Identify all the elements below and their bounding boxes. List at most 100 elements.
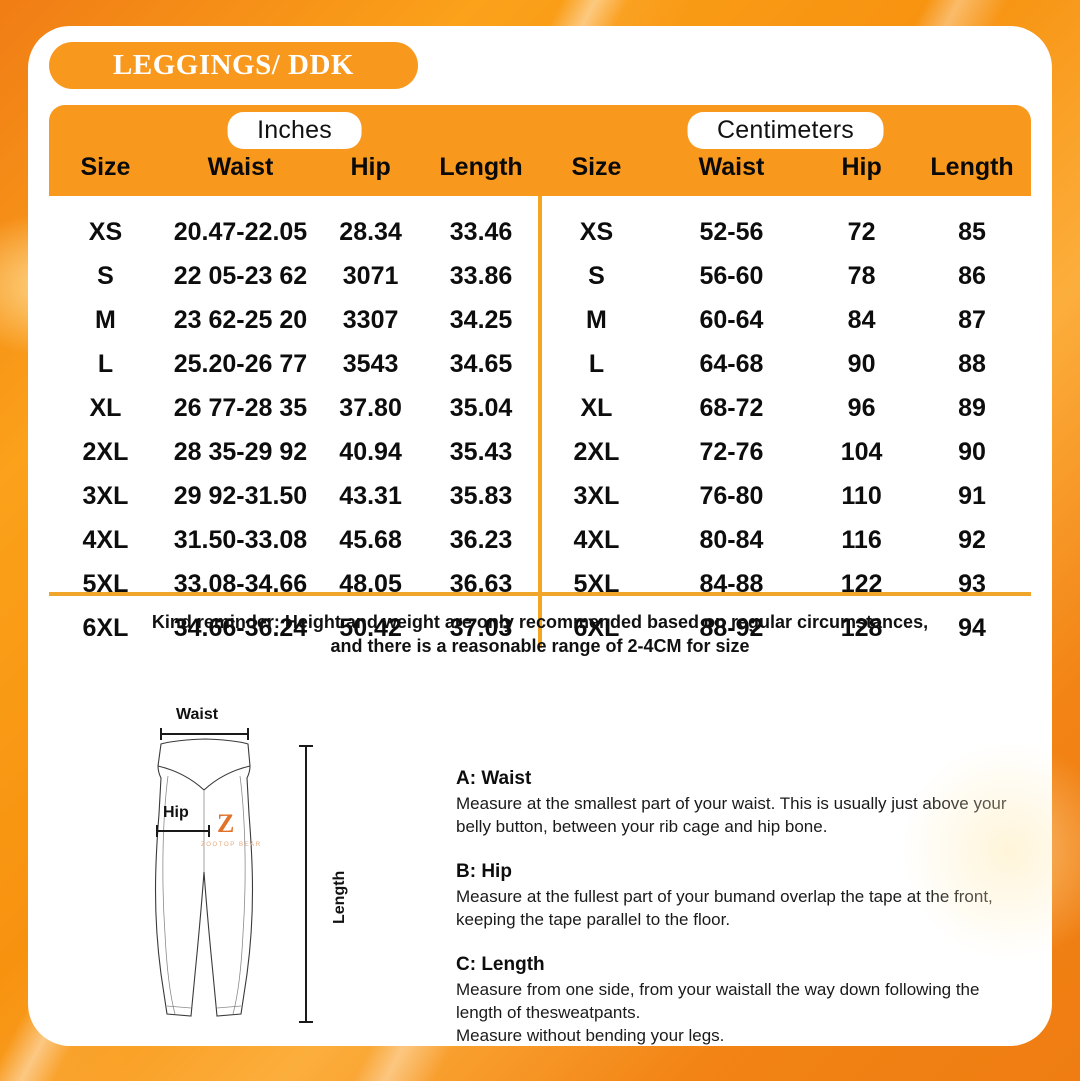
inches-cell-size: XS — [88, 217, 123, 246]
centimeters-unit-pill: Centimeters — [687, 112, 884, 149]
inches-cell-waist: 29 92-31.50 — [173, 481, 308, 510]
inches-cell-waist: 31.50-33.08 — [173, 525, 308, 554]
inches-cell-size: 3XL — [82, 481, 129, 510]
cm-col-hip: Hip — [841, 153, 882, 181]
cm-cell-length: 88 — [958, 349, 986, 378]
length-dimension-label: Length — [331, 870, 348, 924]
inches-cell-hip: 28.34 — [339, 217, 402, 246]
inches-cell-waist: 25.20-26 77 — [173, 349, 308, 378]
inches-cell-waist: 34.66-36.24 — [173, 613, 308, 642]
inches-col-waist: Waist — [207, 153, 274, 181]
cm-cell-waist: 64-68 — [699, 349, 764, 378]
zootop-bear-logo: Z ZOOTOP BEAR — [201, 809, 262, 848]
table-row: 5XL 84-88 122 93 — [540, 562, 1031, 606]
instruction-heading: B: Hip — [456, 860, 512, 882]
cm-cell-size: 2XL — [573, 437, 620, 466]
cm-cell-waist: 56-60 — [699, 261, 764, 290]
inches-cell-length: 34.65 — [449, 349, 513, 378]
chart-title-pill: LEGGINGS/ DDK — [49, 42, 418, 89]
table-row: 2XL 72-76 104 90 — [540, 430, 1031, 474]
cm-cell-hip: 116 — [841, 525, 882, 554]
svg-text:ZOOTOP BEAR: ZOOTOP BEAR — [201, 842, 262, 848]
inches-cell-size: XL — [89, 393, 122, 422]
inches-col-length: Length — [439, 153, 523, 181]
inches-cell-size: 4XL — [82, 525, 129, 554]
cm-cell-size: 6XL — [573, 613, 620, 642]
leggings-outline — [154, 738, 254, 1017]
inches-unit-pill: Inches — [227, 112, 362, 149]
cm-cell-hip: 104 — [840, 437, 883, 466]
cm-cell-length: 92 — [958, 525, 986, 554]
cm-cell-size: S — [588, 261, 605, 290]
cm-cell-length: 89 — [958, 393, 986, 422]
table-row: 4XL 80-84 116 92 — [540, 518, 1031, 562]
measurement-instructions: A: Waist Measure at the smallest part of … — [456, 768, 1016, 1046]
cm-cell-waist: 52-56 — [699, 217, 764, 246]
inches-cell-size: M — [95, 305, 116, 334]
instruction-block-3: C: Length Measure from one side, from you… — [456, 954, 1016, 1046]
cm-cell-length: 94 — [958, 613, 986, 642]
cm-cell-waist: 68-72 — [699, 393, 764, 422]
inches-table-body: XS 20.47-22.05 28.34 33.46 S 22 05-23 62 3071 3… — [49, 210, 540, 650]
table-row: XS 52-56 72 85 — [540, 210, 1031, 254]
table-row: XS 20.47-22.05 28.34 33.46 — [49, 210, 540, 254]
inches-column-headers: Size Waist Hip Length — [49, 153, 540, 182]
inches-cell-waist: 22 05-23 62 — [173, 261, 308, 290]
table-row: M 23 62-25 20 3307 34.25 — [49, 298, 540, 342]
inches-cell-hip: 3307 — [342, 305, 399, 334]
cm-cell-waist: 60-64 — [699, 305, 764, 334]
inches-cell-hip: 43.31 — [339, 481, 402, 510]
instruction-block-1: A: Waist Measure at the smallest part of … — [456, 768, 1016, 839]
cm-cell-hip: 72 — [847, 217, 876, 246]
cm-cell-size: 3XL — [573, 481, 620, 510]
size-chart-card: LEGGINGS/ DDK Inches Size Waist Hip Leng… — [28, 26, 1052, 1046]
reminder-line-2: and there is a reasonable range of 2-4CM… — [330, 635, 750, 656]
cm-cell-length: 90 — [958, 437, 986, 466]
cm-cell-length: 85 — [958, 217, 986, 246]
inches-cell-length: 37.03 — [449, 613, 513, 642]
leggings-illustration: Z ZOOTOP BEAR — [154, 728, 313, 1023]
table-body-band: XS 20.47-22.05 28.34 33.46 S 22 05-23 62 3071 3… — [49, 196, 1031, 660]
inches-cell-waist: 23 62-25 20 — [173, 305, 308, 334]
cm-cell-size: 4XL — [573, 525, 620, 554]
inches-cell-size: L — [97, 349, 114, 378]
waist-dimension-arrow — [160, 728, 249, 740]
inches-cell-hip: 40.94 — [339, 437, 402, 466]
inches-cell-waist: 20.47-22.05 — [173, 217, 308, 246]
cm-cell-hip: 96 — [847, 393, 876, 422]
cm-cell-hip: 110 — [841, 481, 882, 510]
cm-cell-hip: 84 — [847, 305, 876, 334]
table-row: 5XL 33.08-34.66 48.05 36.63 — [49, 562, 540, 606]
table-row: 6XL 88-92 128 94 — [540, 606, 1031, 650]
cm-cell-waist: 72-76 — [699, 437, 764, 466]
centimeters-header: Centimeters Size Waist Hip Length — [540, 105, 1031, 196]
inches-cell-length: 35.83 — [449, 481, 513, 510]
measurement-guide: Z ZOOTOP BEAR Waist Hip Length A: Waist M… — [28, 686, 1052, 1046]
inches-cell-size: 6XL — [82, 613, 129, 642]
kind-reminder: Kind reminder: Height and weight are onl… — [68, 611, 1012, 659]
table-row: L 25.20-26 77 3543 34.65 — [49, 342, 540, 386]
inches-cell-length: 36.23 — [449, 525, 513, 554]
cm-cell-hip: 128 — [840, 613, 883, 642]
inches-cell-length: 33.46 — [449, 217, 513, 246]
inches-cell-hip: 37.80 — [339, 393, 402, 422]
table-row: 6XL 34.66-36.24 50.42 37.03 — [49, 606, 540, 650]
inches-cell-length: 34.25 — [449, 305, 513, 334]
centimeters-unit-label: Centimeters — [717, 116, 854, 144]
table-row: 3XL 29 92-31.50 43.31 35.83 — [49, 474, 540, 518]
cm-cell-waist: 88-92 — [699, 613, 764, 642]
cm-cell-hip: 78 — [847, 261, 876, 290]
cm-cell-size: M — [586, 305, 607, 334]
cm-cell-size: XS — [579, 217, 614, 246]
cm-col-size: Size — [571, 153, 622, 181]
instruction-body: Measure at the fullest part of your buma… — [456, 886, 993, 929]
inches-col-size: Size — [80, 153, 131, 181]
table-header-band: Inches Size Waist Hip Length Centimeters… — [49, 105, 1031, 196]
table-row: M 60-64 84 87 — [540, 298, 1031, 342]
inches-cell-hip: 3543 — [342, 349, 399, 378]
inches-cell-length: 35.43 — [449, 437, 513, 466]
centimeters-table-body: XS 52-56 72 85 S 56-60 78 86 M 60-64 84 87 L 64-68 90 8… — [540, 210, 1031, 650]
hip-dimension-label: Hip — [163, 804, 189, 821]
cm-cell-size: XL — [580, 393, 613, 422]
cm-cell-length: 87 — [958, 305, 986, 334]
